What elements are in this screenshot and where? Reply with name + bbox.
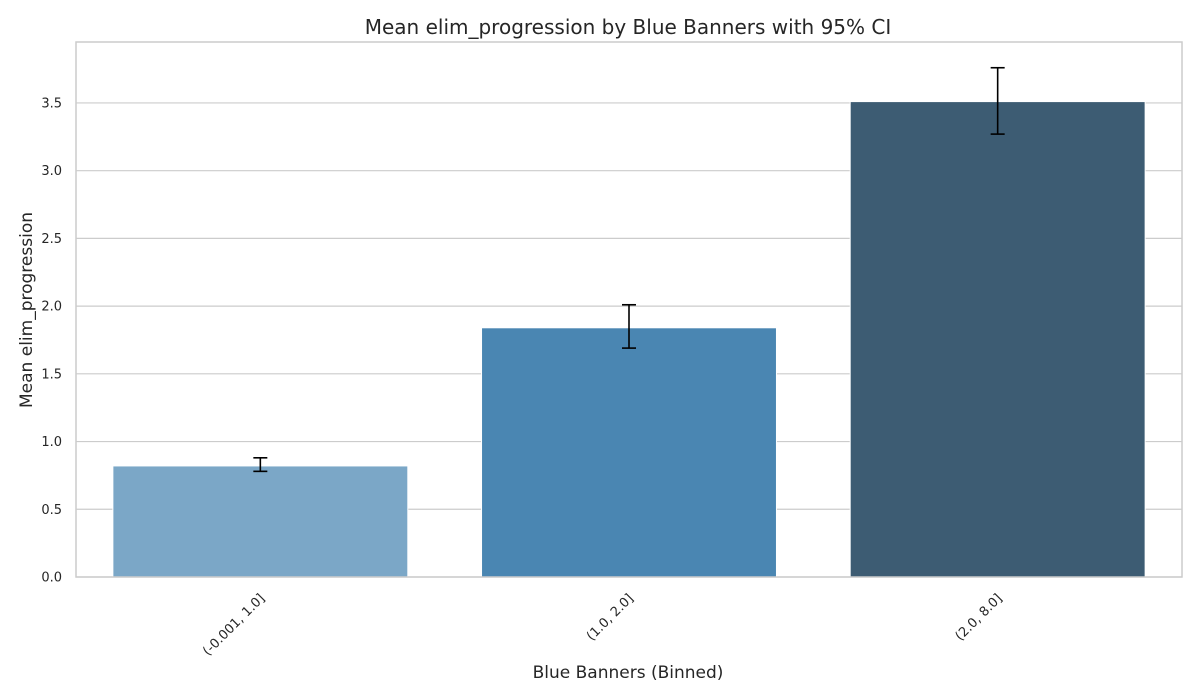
- y-tick-labels: 0.0 0.5 1.0 1.5 2.0 2.5 3.0 3.5: [41, 96, 62, 585]
- x-tick-labels: (-0.001, 1.0] (1.0, 2.0] (2.0, 8.0]: [200, 591, 1005, 659]
- bar: [112, 465, 409, 578]
- y-axis-label: Mean elim_progression: [17, 212, 37, 408]
- x-axis-label: Blue Banners (Binned): [533, 663, 724, 683]
- y-tick-label: 2.5: [41, 232, 62, 247]
- error-bar: [253, 457, 268, 473]
- x-tick-label: (-0.001, 1.0]: [200, 591, 268, 659]
- error-bar: [622, 303, 636, 349]
- plot-frame: [75, 41, 1183, 578]
- x-tick-label: (2.0, 8.0]: [953, 591, 1006, 644]
- y-tick-label: 0.5: [41, 503, 62, 518]
- y-tick-label: 2.0: [41, 300, 62, 315]
- y-tick-label: 3.0: [41, 164, 62, 179]
- y-tick-label: 0.0: [41, 571, 62, 586]
- bar: [481, 327, 777, 578]
- x-tick-label: (1.0, 2.0]: [584, 591, 637, 644]
- error-bar: [990, 66, 1005, 135]
- bars-layer: [112, 101, 1146, 578]
- y-tick-label: 1.0: [41, 435, 62, 450]
- bar: [849, 101, 1146, 578]
- y-tick-label: 3.5: [41, 96, 62, 111]
- chart-title: Mean elim_progression by Blue Banners wi…: [365, 15, 892, 39]
- y-tick-label: 1.5: [41, 367, 62, 382]
- error-bars-layer: [253, 66, 1005, 473]
